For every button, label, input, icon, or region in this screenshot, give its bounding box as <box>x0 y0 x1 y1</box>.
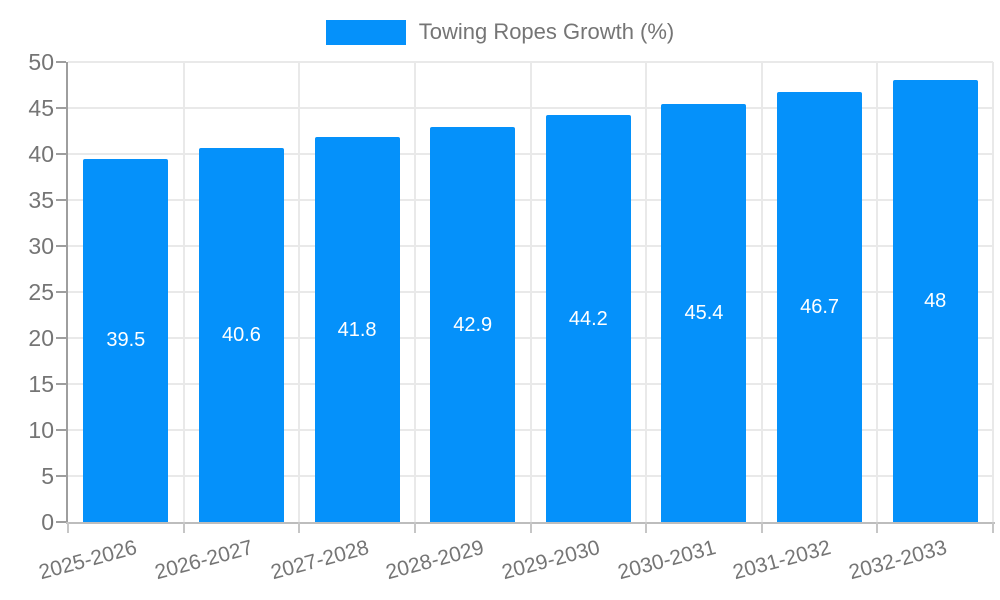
bar-value-label: 40.6 <box>221 324 261 347</box>
x-axis-label: 2031-2032 <box>730 536 834 585</box>
y-axis-tick-label: 20 <box>28 325 54 351</box>
y-tick <box>56 153 66 155</box>
bar-2031-2032[interactable] <box>777 92 863 522</box>
bar-2032-2033[interactable] <box>892 80 978 522</box>
legend: Towing Ropes Growth (%) <box>0 19 1000 45</box>
x-tick <box>182 522 185 533</box>
y-tick <box>56 199 66 201</box>
y-tick <box>56 383 66 385</box>
y-tick <box>56 245 66 247</box>
bar-2028-2029[interactable] <box>430 127 516 522</box>
bar-2026-2027[interactable] <box>198 148 284 522</box>
y-axis-tick-label: 50 <box>28 49 54 75</box>
x-axis-label: 2032-2033 <box>846 536 950 585</box>
x-tick <box>67 522 69 533</box>
y-tick <box>56 475 66 477</box>
bar-2029-2030[interactable] <box>545 115 631 522</box>
bar-value-label: 48 <box>924 290 947 313</box>
y-tick <box>56 291 66 293</box>
gridline-vertical <box>298 62 301 522</box>
y-axis-line <box>66 62 68 522</box>
y-tick <box>56 429 66 431</box>
plot-area: 0 5 10 15 20 25 30 35 40 45 50 39.5 2025-2026 40.6 202… <box>28 49 995 584</box>
y-tick <box>56 61 66 63</box>
bar-2027-2028[interactable] <box>314 137 400 522</box>
bar-value-label: 44.2 <box>568 307 608 330</box>
x-axis-label: 2026-2027 <box>152 536 256 585</box>
x-axis-label: 2028-2029 <box>383 536 487 585</box>
legend-label: Towing Ropes Growth (%) <box>418 19 675 44</box>
bar-value-label: 42.9 <box>453 313 493 336</box>
x-axis-label: 2025-2026 <box>36 536 140 585</box>
y-axis-tick-label: 45 <box>28 95 54 121</box>
gridline-vertical <box>182 62 185 522</box>
y-axis-tick-label: 5 <box>41 463 54 489</box>
y-axis-tick-label: 35 <box>28 187 54 213</box>
x-axis-label: 2030-2031 <box>614 536 718 585</box>
legend-swatch[interactable] <box>325 19 406 45</box>
x-tick <box>413 522 416 533</box>
gridline-vertical <box>645 62 648 522</box>
x-tick <box>298 522 301 533</box>
gridline-vertical <box>760 62 763 522</box>
bar-value-label: 41.8 <box>337 318 377 341</box>
bar-value-label: 39.5 <box>106 329 146 352</box>
y-axis-tick-label: 25 <box>28 279 54 305</box>
x-tick <box>760 522 763 533</box>
y-axis-tick-label: 40 <box>28 141 54 167</box>
gridline-vertical <box>876 62 879 522</box>
bar-2030-2031[interactable] <box>661 104 747 522</box>
gridline-vertical <box>992 62 994 522</box>
y-tick <box>56 521 66 523</box>
y-tick <box>56 107 66 109</box>
y-axis-tick-label: 0 <box>41 509 54 535</box>
y-axis-tick-label: 10 <box>28 417 54 443</box>
gridline-vertical <box>529 62 532 522</box>
y-axis-tick-label: 15 <box>28 371 54 397</box>
bar-value-label: 46.7 <box>800 296 840 319</box>
x-tick <box>992 522 994 533</box>
bar-value-label: 45.4 <box>684 302 724 325</box>
x-axis-label: 2027-2028 <box>268 536 372 585</box>
gridline-vertical <box>413 62 416 522</box>
y-tick <box>56 337 66 339</box>
bar-2025-2026[interactable] <box>83 158 169 522</box>
x-axis-label: 2029-2030 <box>499 536 603 585</box>
x-tick <box>876 522 879 533</box>
x-tick <box>529 522 532 533</box>
x-tick <box>645 522 648 533</box>
y-axis-tick-label: 30 <box>28 233 54 259</box>
